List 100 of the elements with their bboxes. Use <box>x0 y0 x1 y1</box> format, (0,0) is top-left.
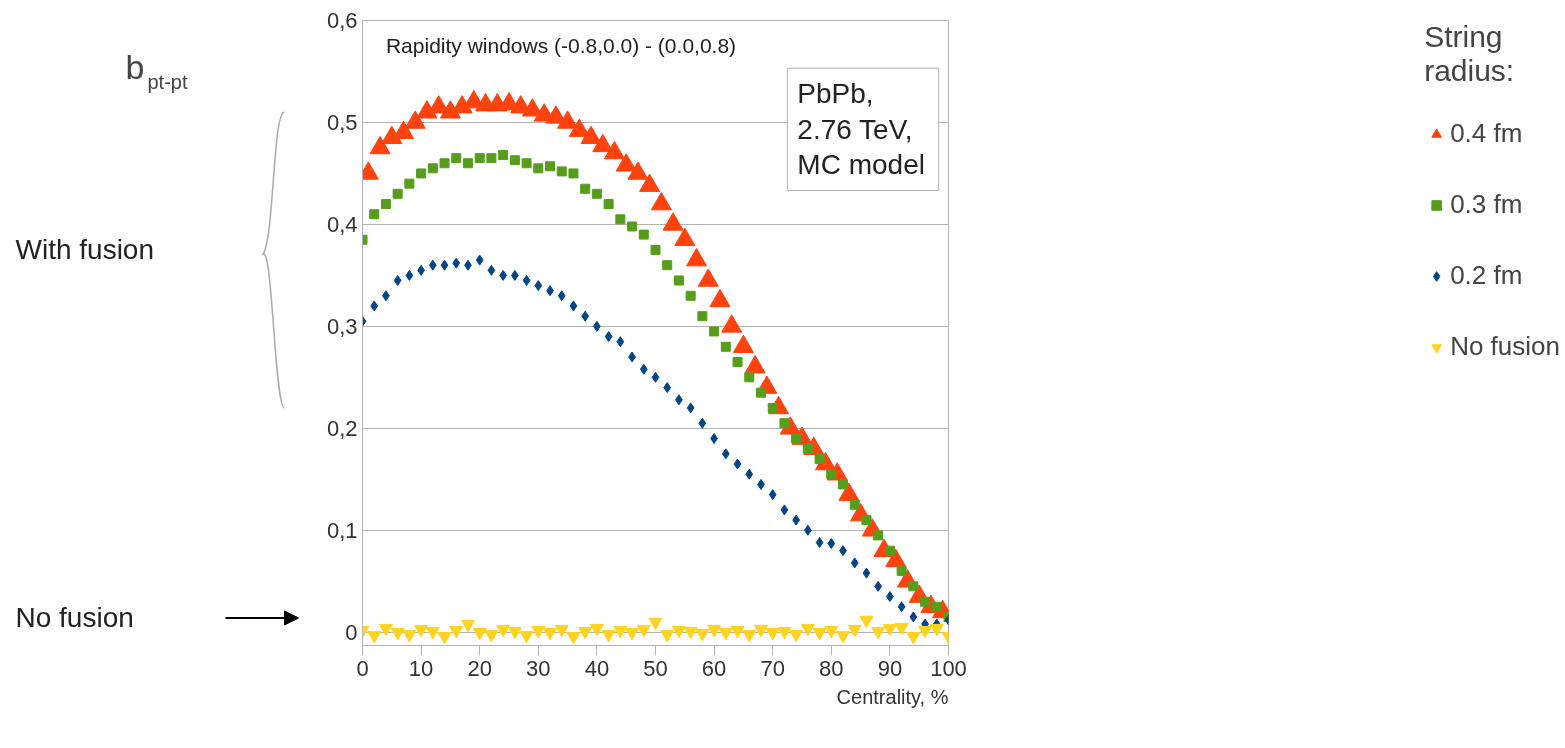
point <box>378 623 393 637</box>
point <box>451 153 462 164</box>
point <box>765 627 780 641</box>
point <box>580 125 602 145</box>
legend-label: 0.3 fm <box>1450 189 1523 220</box>
x-tick-label: 40 <box>584 655 610 681</box>
point <box>873 530 884 541</box>
point <box>800 623 815 637</box>
legend-label: No fusion <box>1450 331 1560 362</box>
point <box>581 310 590 322</box>
point <box>838 479 849 490</box>
point <box>615 214 626 225</box>
point <box>402 630 417 643</box>
point <box>745 468 754 480</box>
point <box>556 166 567 177</box>
point <box>697 311 708 322</box>
point <box>896 566 907 577</box>
x-tick-label: 20 <box>467 655 492 681</box>
point <box>744 372 755 383</box>
point <box>534 280 543 292</box>
x-tick-label: 80 <box>819 655 844 681</box>
point <box>815 537 824 549</box>
point <box>874 580 883 592</box>
point <box>789 630 804 643</box>
point <box>650 191 672 211</box>
y-tick-label: 0,4 <box>326 211 358 237</box>
point <box>578 626 593 640</box>
point <box>732 357 743 368</box>
point <box>824 625 839 639</box>
point <box>486 153 497 164</box>
point <box>639 363 648 375</box>
x-axis-title: Centrality, % <box>836 685 949 708</box>
point <box>509 155 520 166</box>
point <box>603 199 614 210</box>
point <box>568 118 590 137</box>
point <box>882 623 897 637</box>
point <box>827 538 836 550</box>
point <box>847 624 862 638</box>
point <box>780 504 789 516</box>
point <box>753 624 768 638</box>
point <box>569 300 578 312</box>
point <box>707 624 722 638</box>
point <box>812 627 827 641</box>
point <box>440 259 449 271</box>
x-tick-label: 10 <box>408 655 434 681</box>
point <box>425 626 440 640</box>
point <box>742 630 757 643</box>
point <box>507 626 522 640</box>
point <box>683 626 698 640</box>
point <box>777 626 792 640</box>
annotation: Rapidity windows (-0.8,0.0) - (0.0,0.8) <box>385 33 737 57</box>
point <box>836 631 851 644</box>
point <box>662 212 684 231</box>
point <box>439 158 450 169</box>
point <box>730 625 745 639</box>
point <box>380 199 391 210</box>
point <box>861 515 872 526</box>
point <box>648 617 663 631</box>
point <box>460 619 475 633</box>
x-tick-label: 60 <box>701 655 727 681</box>
point <box>591 188 602 199</box>
point <box>462 158 473 169</box>
point <box>686 248 708 267</box>
point <box>639 173 661 192</box>
point <box>859 615 874 629</box>
point <box>392 188 403 199</box>
y-tick-label: 0,6 <box>326 8 358 33</box>
text: No fusion <box>15 602 134 634</box>
point <box>405 269 414 281</box>
point <box>580 183 591 194</box>
y-tick-label: 0,3 <box>326 313 358 339</box>
point <box>685 290 696 301</box>
point <box>592 133 614 153</box>
point <box>533 163 544 174</box>
point <box>521 98 543 117</box>
point <box>862 567 871 579</box>
point <box>566 632 581 645</box>
x-tick-label: 100 <box>930 655 967 681</box>
point <box>613 625 628 639</box>
point <box>531 625 546 639</box>
point <box>472 627 487 641</box>
point <box>543 627 558 641</box>
x-tick-label: 50 <box>643 655 668 681</box>
point <box>615 153 637 172</box>
point <box>557 110 579 129</box>
point <box>849 499 860 510</box>
point <box>802 443 813 454</box>
point <box>650 244 661 255</box>
point <box>452 257 461 269</box>
point <box>416 168 427 179</box>
legend-label: 0.4 fm <box>1450 118 1523 149</box>
x-tick-label: 90 <box>877 655 903 681</box>
point <box>521 158 532 169</box>
point <box>871 626 886 640</box>
point <box>627 161 649 180</box>
point <box>625 627 640 641</box>
point <box>718 627 733 641</box>
point <box>427 163 438 174</box>
point <box>906 632 921 645</box>
point <box>404 178 415 189</box>
